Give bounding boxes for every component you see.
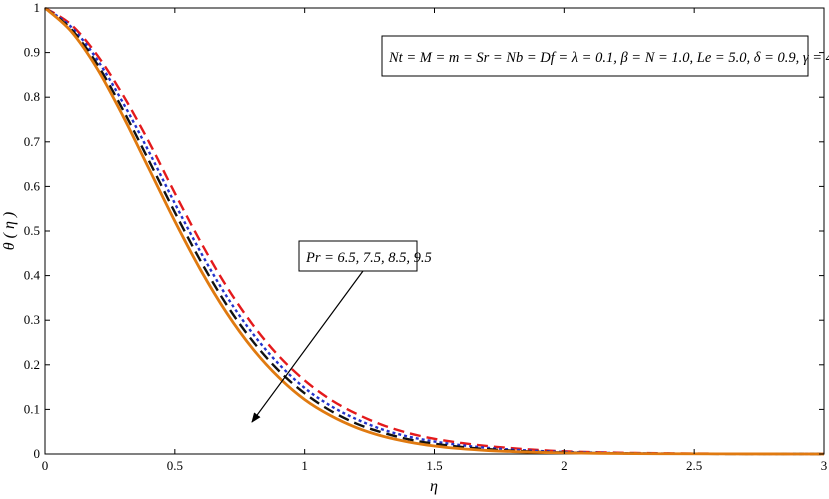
pr-annotation: Pr = 6.5, 7.5, 8.5, 9.5 (251, 240, 432, 423)
y-tick-label: 0.9 (24, 45, 40, 60)
pr-box-text: Pr = 6.5, 7.5, 8.5, 9.5 (305, 250, 432, 266)
parameter-box-text: Nt = M = m = Sr = Nb = Df = λ = 0.1, β =… (388, 47, 829, 66)
pr-box-frame (298, 240, 418, 272)
x-tick-label: 3 (821, 458, 828, 473)
y-axis-title: θ ( η ) (1, 212, 18, 250)
x-axis: 0 0.5 1 1.5 2 2.5 3 (42, 8, 828, 473)
y-tick-label: 0.7 (24, 134, 41, 149)
y-tick-label: 0.6 (24, 178, 41, 193)
plot-area (44, 7, 825, 455)
y-axis: 0 0.1 0.2 0.3 0.4 0.5 0.6 0.7 0.8 0.9 1 (24, 0, 824, 461)
y-tick-label: 0.8 (24, 89, 40, 104)
x-tick-label: 1.5 (426, 458, 442, 473)
y-tick-label: 1 (34, 0, 41, 15)
y-tick-label: 0 (34, 446, 41, 461)
y-tick-label: 0.4 (24, 268, 41, 283)
x-tick-label: 2.5 (686, 458, 702, 473)
y-tick-label: 0.5 (24, 223, 40, 238)
series-line-1 (44, 6, 825, 456)
y-tick-label: 0.3 (24, 312, 40, 327)
x-axis-title: η (430, 478, 438, 495)
parameter-box-frame (381, 35, 809, 77)
trend-arrow (251, 270, 364, 423)
x-tick-label: 2 (561, 458, 568, 473)
series-line-4 (44, 6, 825, 456)
y-tick-label: 0.2 (24, 357, 40, 372)
series-group (44, 6, 825, 456)
x-tick-label: 1 (301, 458, 308, 473)
x-tick-label: 0 (42, 458, 49, 473)
y-tick-label: 0.1 (24, 401, 40, 416)
x-tick-label: 0.5 (167, 458, 183, 473)
parameter-annotation: Nt = M = m = Sr = Nb = Df = λ = 0.1, β =… (381, 35, 829, 77)
